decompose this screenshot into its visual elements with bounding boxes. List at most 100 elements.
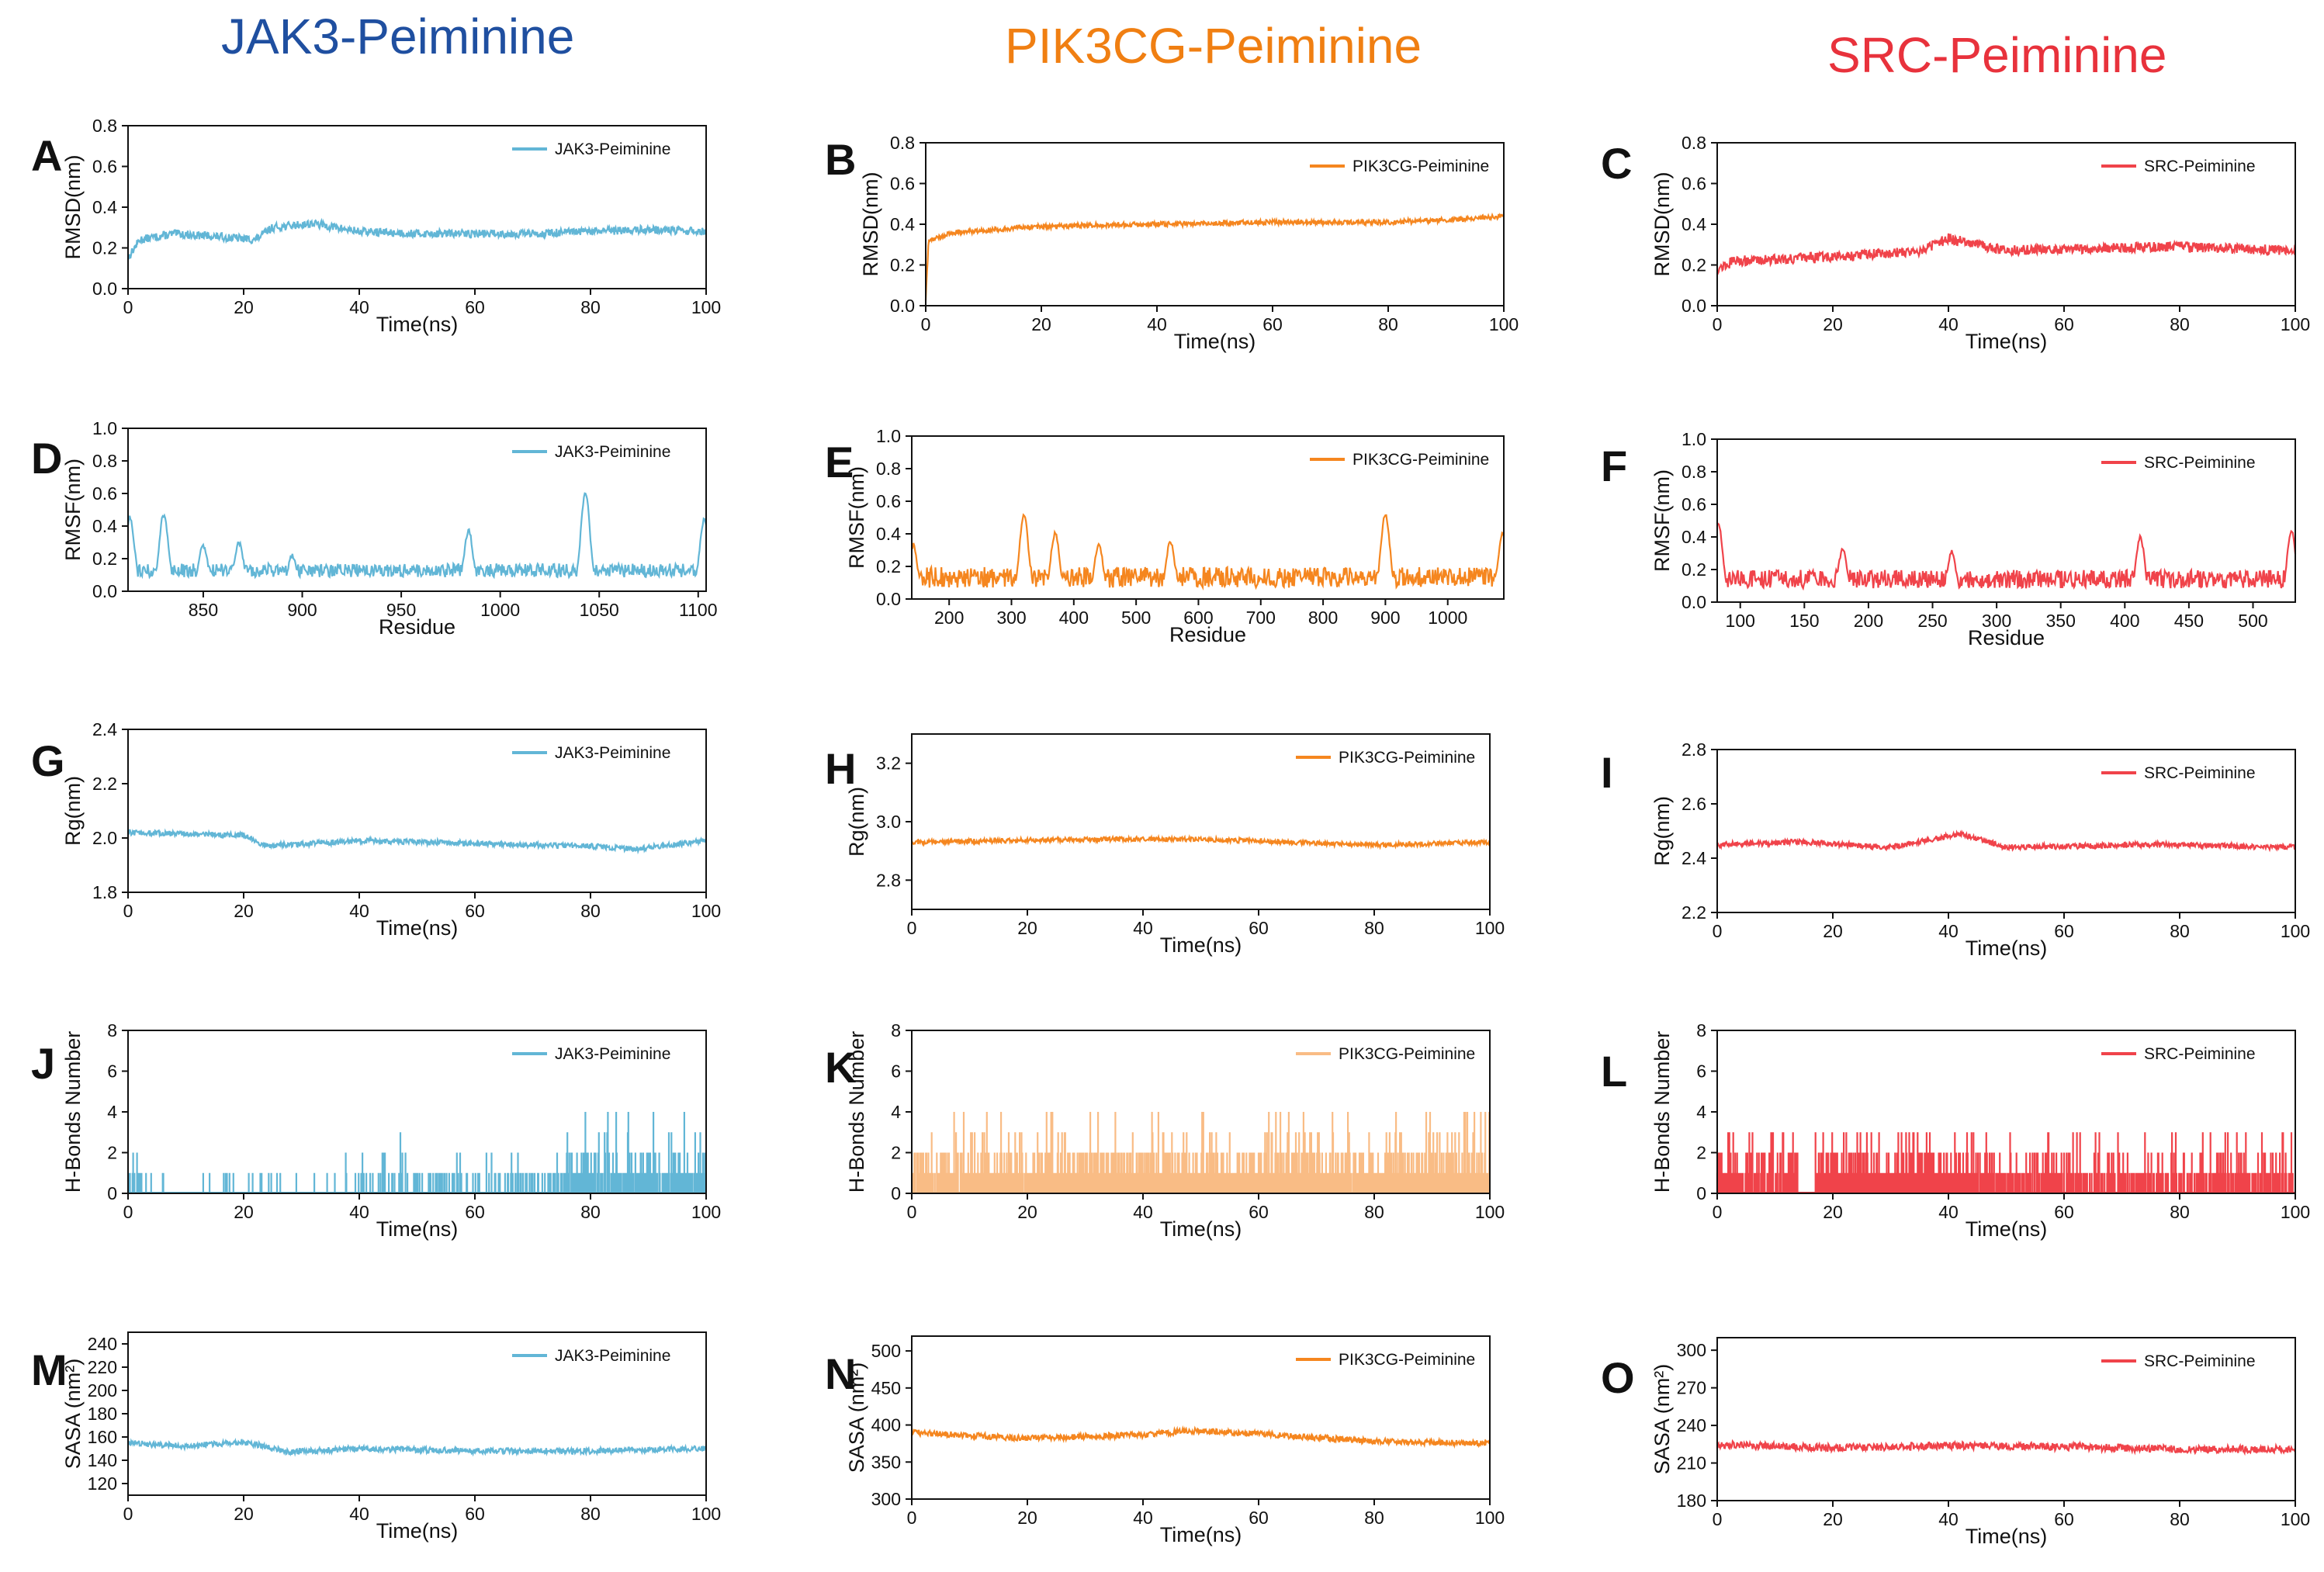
x-tick-label: 600 xyxy=(1183,608,1213,628)
panel-letter: D xyxy=(31,434,62,483)
y-axis-label: H-Bonds Number xyxy=(1650,1031,1674,1193)
y-tick-label: 0 xyxy=(1696,1183,1706,1203)
panel-letter: M xyxy=(31,1345,68,1394)
y-tick-label: 0.8 xyxy=(890,133,915,153)
y-axis-label: Rg(nm) xyxy=(845,787,868,857)
x-tick-label: 80 xyxy=(2170,1509,2190,1529)
legend-label: SRC-Peiminine xyxy=(2144,158,2256,175)
x-tick-label: 40 xyxy=(349,1202,369,1222)
y-tick-label: 0.0 xyxy=(1682,592,1706,612)
x-tick-label: 100 xyxy=(691,1202,721,1222)
x-tick-label: 80 xyxy=(2170,1202,2190,1222)
x-tick-label: 100 xyxy=(2281,1509,2310,1529)
x-tick-label: 80 xyxy=(580,1202,601,1222)
panel-letter: O xyxy=(1601,1353,1635,1402)
y-axis-label: H-Bonds Number xyxy=(845,1031,868,1193)
y-tick-label: 500 xyxy=(871,1341,901,1361)
y-tick-label: 0.2 xyxy=(92,549,117,569)
y-tick-label: 0.8 xyxy=(1682,133,1706,153)
y-tick-label: 2.2 xyxy=(92,774,117,794)
x-tick-label: 40 xyxy=(1133,1202,1153,1222)
series-line xyxy=(911,1425,1491,1449)
y-tick-label: 0 xyxy=(107,1183,117,1203)
x-tick-label: 40 xyxy=(349,297,369,317)
y-tick-label: 160 xyxy=(88,1427,117,1447)
x-axis-label: Time(ns) xyxy=(1160,1217,1242,1241)
x-tick-label: 40 xyxy=(1133,918,1153,938)
y-tick-label: 180 xyxy=(88,1404,117,1424)
y-tick-label: 0.6 xyxy=(92,483,117,504)
y-tick-label: 0.8 xyxy=(92,451,117,471)
plot-frame xyxy=(1716,438,2296,603)
x-tick-label: 100 xyxy=(1475,918,1505,938)
x-axis-label: Time(ns) xyxy=(1966,937,2048,960)
series-line xyxy=(1716,233,2296,277)
x-tick-label: 950 xyxy=(386,600,416,620)
x-tick-label: 0 xyxy=(123,1504,133,1524)
x-tick-label: 200 xyxy=(934,608,964,628)
x-tick-label: 900 xyxy=(1370,608,1400,628)
x-axis-label: Time(ns) xyxy=(376,1519,459,1543)
y-tick-label: 6 xyxy=(891,1061,901,1082)
panel-letter: A xyxy=(31,131,62,180)
x-tick-label: 60 xyxy=(2054,1202,2074,1222)
panel-letter: C xyxy=(1601,139,1632,188)
y-tick-label: 450 xyxy=(871,1378,901,1398)
series-line xyxy=(924,212,1505,301)
panel-c: C 0 20 40 60 80 100 0.0 0.2 0.4 0.6 0.8 Time(ns) RMSD… xyxy=(1601,133,2310,353)
x-tick-label: 200 xyxy=(1854,611,1883,631)
x-tick-label: 20 xyxy=(1823,1509,1843,1529)
x-tick-label: 80 xyxy=(580,297,601,317)
panel-m: M 0 20 40 60 80 100 120 140 160 180 200 220 240 Time(n… xyxy=(31,1331,721,1543)
x-tick-label: 20 xyxy=(234,1202,254,1222)
y-axis-label: SASA (nm²) xyxy=(1650,1364,1674,1475)
y-tick-label: 180 xyxy=(1677,1491,1706,1511)
series-line xyxy=(126,217,708,261)
x-axis-label: Time(ns) xyxy=(1966,330,2048,353)
x-tick-label: 40 xyxy=(1938,921,1959,941)
y-tick-label: 2.6 xyxy=(1682,794,1706,814)
panel-d: D 850 900 950 1000 1050 1100 0.0 0.2 0.4 0.6 0.8 1.0… xyxy=(31,418,718,639)
x-axis-label: Time(ns) xyxy=(376,313,459,336)
panel-letter: H xyxy=(825,744,856,793)
y-tick-label: 2.2 xyxy=(1682,902,1706,923)
legend-label: JAK3-Peiminine xyxy=(555,1347,670,1365)
x-tick-label: 80 xyxy=(2170,921,2190,941)
x-tick-label: 500 xyxy=(1121,608,1151,628)
panel-n: N 0 20 40 60 80 100 300 350 400 450 500 Time(ns) SASA… xyxy=(825,1335,1505,1546)
x-axis-label: Time(ns) xyxy=(376,1217,459,1241)
y-tick-label: 0.6 xyxy=(876,491,901,511)
y-tick-label: 2 xyxy=(107,1143,117,1163)
x-tick-label: 80 xyxy=(1364,1508,1384,1528)
y-tick-label: 1.0 xyxy=(876,426,901,446)
y-tick-label: 140 xyxy=(88,1450,117,1470)
legend-label: JAK3-Peiminine xyxy=(555,443,670,461)
legend-label: SRC-Peiminine xyxy=(2144,454,2256,472)
y-tick-label: 240 xyxy=(88,1334,117,1354)
series-bars xyxy=(911,1112,1491,1193)
panel-letter: I xyxy=(1601,748,1613,797)
x-tick-label: 1100 xyxy=(679,600,717,620)
legend-label: JAK3-Peiminine xyxy=(555,744,670,762)
x-tick-label: 100 xyxy=(2281,921,2310,941)
x-tick-label: 450 xyxy=(2174,611,2204,631)
panel-letter: F xyxy=(1601,441,1627,490)
column-title-pik3cg: PIK3CG-Peiminine xyxy=(1005,18,1422,74)
legend-label: PIK3CG-Peiminine xyxy=(1352,158,1489,175)
y-tick-label: 0.0 xyxy=(876,589,901,609)
y-tick-label: 0.8 xyxy=(1682,462,1706,482)
y-tick-label: 3.2 xyxy=(876,753,901,774)
x-tick-label: 20 xyxy=(1823,314,1843,334)
x-tick-label: 20 xyxy=(1017,1508,1037,1528)
x-tick-label: 100 xyxy=(2281,314,2310,334)
series-line xyxy=(126,1437,707,1457)
legend-label: SRC-Peiminine xyxy=(2144,1045,2256,1063)
x-axis-label: Time(ns) xyxy=(376,916,459,940)
y-tick-label: 2.4 xyxy=(92,719,117,739)
legend-label: JAK3-Peiminine xyxy=(555,140,670,158)
x-tick-label: 60 xyxy=(465,297,485,317)
x-tick-label: 40 xyxy=(349,901,369,921)
y-tick-label: 2 xyxy=(891,1143,901,1163)
x-tick-label: 80 xyxy=(1364,1202,1384,1222)
x-tick-label: 0 xyxy=(123,1202,133,1222)
